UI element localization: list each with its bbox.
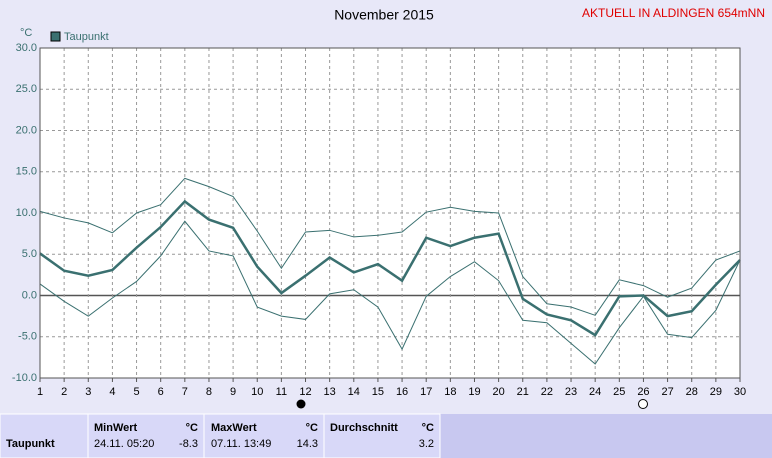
y-tick-label: 10.0 bbox=[16, 207, 37, 219]
x-tick-label: 28 bbox=[686, 386, 698, 398]
range-line bbox=[39, 177, 741, 316]
series-line bbox=[39, 199, 741, 337]
x-tick-label: 30 bbox=[734, 386, 746, 398]
header: MinWert bbox=[94, 422, 138, 434]
x-tick-label: 9 bbox=[230, 386, 236, 398]
x-tick-label: 16 bbox=[396, 386, 408, 398]
header: °C bbox=[422, 422, 434, 434]
x-tick-label: 23 bbox=[565, 386, 577, 398]
y-tick-label: -5.0 bbox=[18, 331, 37, 343]
cell bbox=[203, 413, 325, 458]
x-tick-label: 12 bbox=[299, 386, 311, 398]
cell-text: -8.3 bbox=[179, 438, 198, 450]
cell-text: 14.3 bbox=[297, 438, 318, 450]
row-label: Taupunkt bbox=[6, 438, 55, 450]
y-tick-label: 15.0 bbox=[16, 166, 37, 178]
x-tick-label: 24 bbox=[589, 386, 601, 398]
x-tick-label: 25 bbox=[613, 386, 625, 398]
lines bbox=[39, 177, 741, 365]
x-tick-label: 19 bbox=[468, 386, 480, 398]
y-tick-label: 30.0 bbox=[16, 42, 37, 54]
x-tick-label: 20 bbox=[492, 386, 504, 398]
x-tick-label: 21 bbox=[517, 386, 529, 398]
x-tick-label: 3 bbox=[85, 386, 91, 398]
full-moon-icon bbox=[296, 399, 306, 409]
new-moon-icon bbox=[638, 399, 648, 409]
x-tick-label: 26 bbox=[637, 386, 649, 398]
range-line bbox=[39, 220, 741, 365]
legend-swatch bbox=[50, 31, 61, 42]
legend: Taupunkt bbox=[50, 31, 109, 43]
cell bbox=[87, 413, 205, 458]
x-tick-label: 2 bbox=[61, 386, 67, 398]
x-tick-label: 29 bbox=[710, 386, 722, 398]
x-tick-label: 5 bbox=[133, 386, 139, 398]
cell bbox=[323, 413, 441, 458]
y-tick-label: -10.0 bbox=[12, 372, 37, 384]
y-axis-label: °C bbox=[20, 27, 32, 39]
header: °C bbox=[186, 422, 198, 434]
cell bbox=[0, 413, 89, 458]
y-tick-label: 20.0 bbox=[16, 124, 37, 136]
x-tick-label: 11 bbox=[276, 386, 287, 398]
x-tick-label: 6 bbox=[158, 386, 164, 398]
x-tick-label: 22 bbox=[541, 386, 553, 398]
cell-text: 24.11. 05:20 bbox=[94, 438, 154, 450]
chart-title: November 2015 bbox=[334, 7, 434, 23]
x-tick-label: 15 bbox=[372, 386, 384, 398]
cell-text: 3.2 bbox=[419, 438, 434, 450]
x-tick-label: 10 bbox=[251, 386, 263, 398]
x-tick-label: 27 bbox=[661, 386, 673, 398]
x-tick-label: 1 bbox=[37, 386, 43, 398]
y-tick-label: 0.0 bbox=[22, 289, 37, 301]
x-tick-label: 14 bbox=[348, 386, 360, 398]
x-tick-label: 8 bbox=[206, 386, 212, 398]
header: °C bbox=[306, 422, 318, 434]
y-tick-label: 25.0 bbox=[16, 83, 37, 95]
header: Durchschnitt bbox=[330, 422, 398, 434]
header: MaxWert bbox=[211, 422, 257, 434]
plot-border bbox=[39, 47, 741, 379]
station-label: AKTUELL IN ALDINGEN 654mNN bbox=[582, 6, 765, 20]
x-tick-label: 17 bbox=[420, 386, 432, 398]
x-tick-label: 4 bbox=[109, 386, 115, 398]
x-tick-label: 13 bbox=[324, 386, 336, 398]
x-tick-label: 18 bbox=[444, 386, 456, 398]
cell-text: 07.11. 13:49 bbox=[211, 438, 271, 450]
table: MinWert °C MaxWert °C Durchschnitt °C Ta… bbox=[0, 413, 772, 458]
legend-label: Taupunkt bbox=[64, 31, 109, 43]
x-tick-label: 7 bbox=[182, 386, 188, 398]
y-tick-label: 5.0 bbox=[22, 248, 37, 260]
